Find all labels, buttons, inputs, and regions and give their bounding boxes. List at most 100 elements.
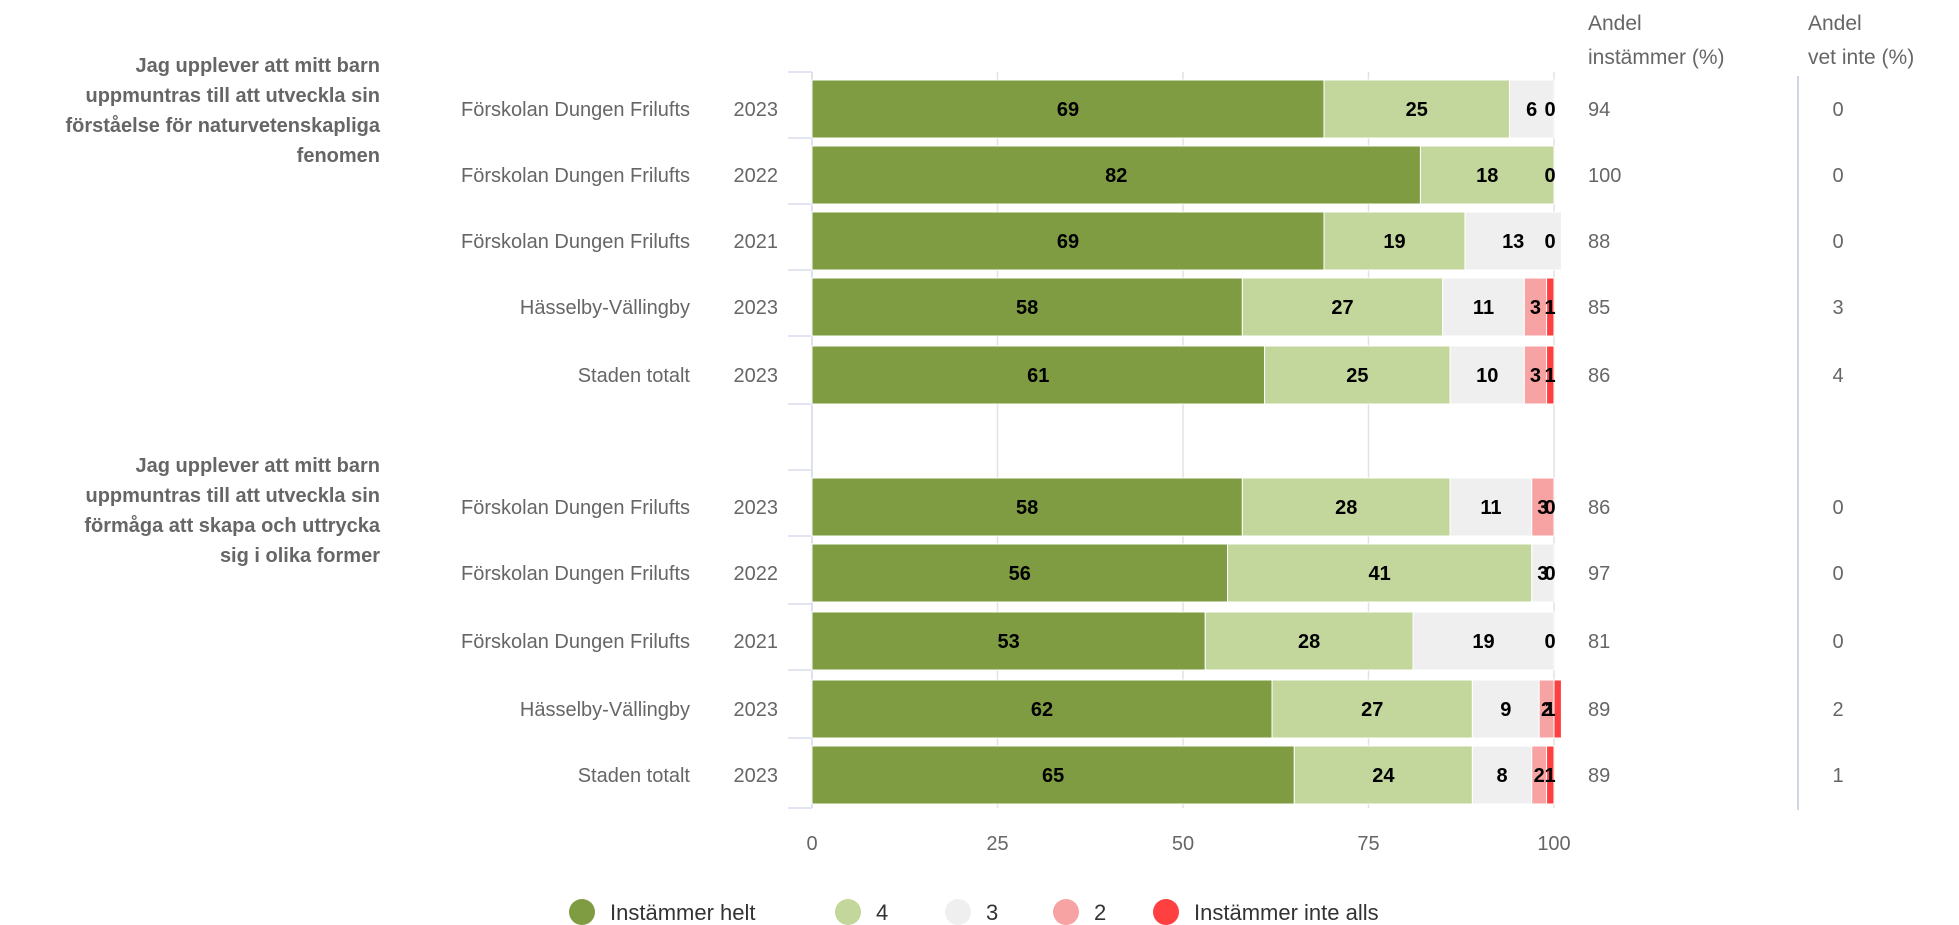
- bar-data-label: 6: [1526, 99, 1537, 121]
- bar-data-label: 13: [1502, 231, 1524, 253]
- bar-data-label: 2: [1541, 699, 1552, 721]
- bar-data-label: 28: [1298, 631, 1320, 653]
- bar-data-label: 61: [1027, 365, 1049, 387]
- bar-segment: [1464, 211, 1562, 271]
- agree-share-value: 89: [1588, 765, 1610, 787]
- bar-segment: [811, 345, 1266, 405]
- row-year-label: 2021: [734, 231, 779, 253]
- question-group: Jag upplever att mitt barn uppmuntras til…: [84, 455, 1844, 805]
- bar-data-label: 1: [1544, 297, 1555, 319]
- bar-row: Staden totalt 2023 65 24 8 2 1 89 1: [578, 745, 1844, 805]
- bar-data-label: 19: [1472, 631, 1494, 653]
- row-unit-label: Förskolan Dungen Frilufts: [461, 165, 690, 187]
- agree-share-value: 97: [1588, 563, 1610, 585]
- row-year-label: 2023: [734, 699, 779, 721]
- dontknow-share-value: 0: [1832, 231, 1843, 253]
- x-tick-label: 0: [806, 833, 817, 855]
- row-unit-label: Förskolan Dungen Frilufts: [461, 563, 690, 585]
- legend-label: 2: [1094, 900, 1106, 925]
- dontknow-share-value: 3: [1832, 297, 1843, 319]
- bar-data-label: 3: [1537, 497, 1548, 519]
- bar-data-label: 27: [1361, 699, 1383, 721]
- dontknow-share-value: 0: [1832, 631, 1843, 653]
- bar-row: Förskolan Dungen Frilufts 2021 69 19 13 0 88 0: [461, 211, 1844, 271]
- bar-data-label: 28: [1335, 497, 1357, 519]
- dontknow-share-value: 4: [1832, 365, 1843, 387]
- bar-data-label: 58: [1016, 297, 1038, 319]
- bar-segment: [1471, 679, 1540, 739]
- bar-segment: [1271, 679, 1473, 739]
- row-year-label: 2023: [734, 497, 779, 519]
- legend-marker: [945, 899, 971, 925]
- legend-label: Instämmer inte alls: [1194, 900, 1379, 925]
- bar-segment: [1241, 277, 1444, 337]
- row-unit-label: Staden totalt: [578, 365, 691, 387]
- bar-data-label: 0: [1544, 165, 1555, 187]
- bar-data-label: 11: [1480, 497, 1501, 519]
- question-title: Jag upplever att mitt barn: [136, 455, 381, 477]
- bar-data-label: 69: [1057, 99, 1079, 121]
- agree-share-value: 94: [1588, 99, 1610, 121]
- row-year-label: 2021: [734, 631, 779, 653]
- x-tick-label: 75: [1357, 833, 1379, 855]
- x-tick-label: 50: [1172, 833, 1194, 855]
- bar-data-label: 0: [1544, 563, 1555, 585]
- bar-data-label: 0: [1544, 99, 1555, 121]
- side-column-header: vet inte (%): [1808, 46, 1914, 69]
- bar-data-label: 9: [1500, 699, 1511, 721]
- row-unit-label: Förskolan Dungen Frilufts: [461, 99, 690, 121]
- bar-segment: [1204, 611, 1414, 671]
- bar-segment: [1531, 477, 1555, 537]
- legend-label: 3: [986, 900, 998, 925]
- dontknow-share-value: 0: [1832, 497, 1843, 519]
- bar-segment: [1323, 79, 1510, 139]
- bar-segment: [811, 745, 1295, 805]
- legend: Instämmer helt 4 3 2 Instämmer inte alls: [569, 899, 1379, 925]
- legend-item: 4: [835, 899, 888, 925]
- bar-segment: [1546, 277, 1555, 337]
- row-unit-label: Förskolan Dungen Frilufts: [461, 231, 690, 253]
- question-group: Jag upplever att mitt barn uppmuntras til…: [65, 55, 1844, 405]
- bar-data-label: 8: [1496, 765, 1507, 787]
- dontknow-share-value: 0: [1832, 563, 1843, 585]
- question-title: uppmuntras till att utveckla sin: [85, 485, 380, 507]
- bar-segment: [811, 611, 1206, 671]
- dontknow-share-value: 1: [1832, 765, 1843, 787]
- bar-segment: [1241, 477, 1451, 537]
- bar-data-label: 69: [1057, 231, 1079, 253]
- legend-item: Instämmer inte alls: [1153, 899, 1379, 925]
- x-tick-label: 100: [1537, 833, 1570, 855]
- bar-data-label: 1: [1544, 765, 1555, 787]
- bar-data-label: 3: [1530, 365, 1541, 387]
- agree-share-value: 86: [1588, 497, 1610, 519]
- bar-segment: [1293, 745, 1473, 805]
- dontknow-share-value: 0: [1832, 99, 1843, 121]
- bar-segment: [1449, 477, 1533, 537]
- bar-data-label: 56: [1009, 563, 1031, 585]
- bar-segment: [811, 543, 1229, 603]
- bar-data-label: 19: [1383, 231, 1405, 253]
- legend-item: 3: [945, 899, 998, 925]
- bar-data-label: 0: [1544, 631, 1555, 653]
- bar-segment: [1264, 345, 1451, 405]
- bar-data-label: 10: [1476, 365, 1498, 387]
- legend-marker: [835, 899, 861, 925]
- bar-row: Förskolan Dungen Frilufts 2023 58 28 11 30 86 0: [461, 477, 1844, 537]
- bar-data-label: 0: [1544, 497, 1555, 519]
- bar-segment: [1227, 543, 1533, 603]
- bar-segment: [811, 79, 1325, 139]
- agree-share-value: 81: [1588, 631, 1610, 653]
- x-tick-label: 25: [986, 833, 1008, 855]
- row-unit-label: Förskolan Dungen Frilufts: [461, 497, 690, 519]
- bar-data-label: 0: [1544, 231, 1555, 253]
- row-unit-label: Staden totalt: [578, 765, 691, 787]
- legend-item: Instämmer helt: [569, 899, 756, 925]
- bar-data-label: 3: [1537, 563, 1548, 585]
- bar-data-label: 3: [1530, 297, 1541, 319]
- legend-marker: [1053, 899, 1079, 925]
- bar-row: Förskolan Dungen Frilufts 2021 53 28 19 0 81 0: [461, 611, 1844, 671]
- question-title: sig i olika former: [220, 545, 380, 567]
- row-unit-label: Förskolan Dungen Frilufts: [461, 631, 690, 653]
- bar-data-label: 25: [1346, 365, 1368, 387]
